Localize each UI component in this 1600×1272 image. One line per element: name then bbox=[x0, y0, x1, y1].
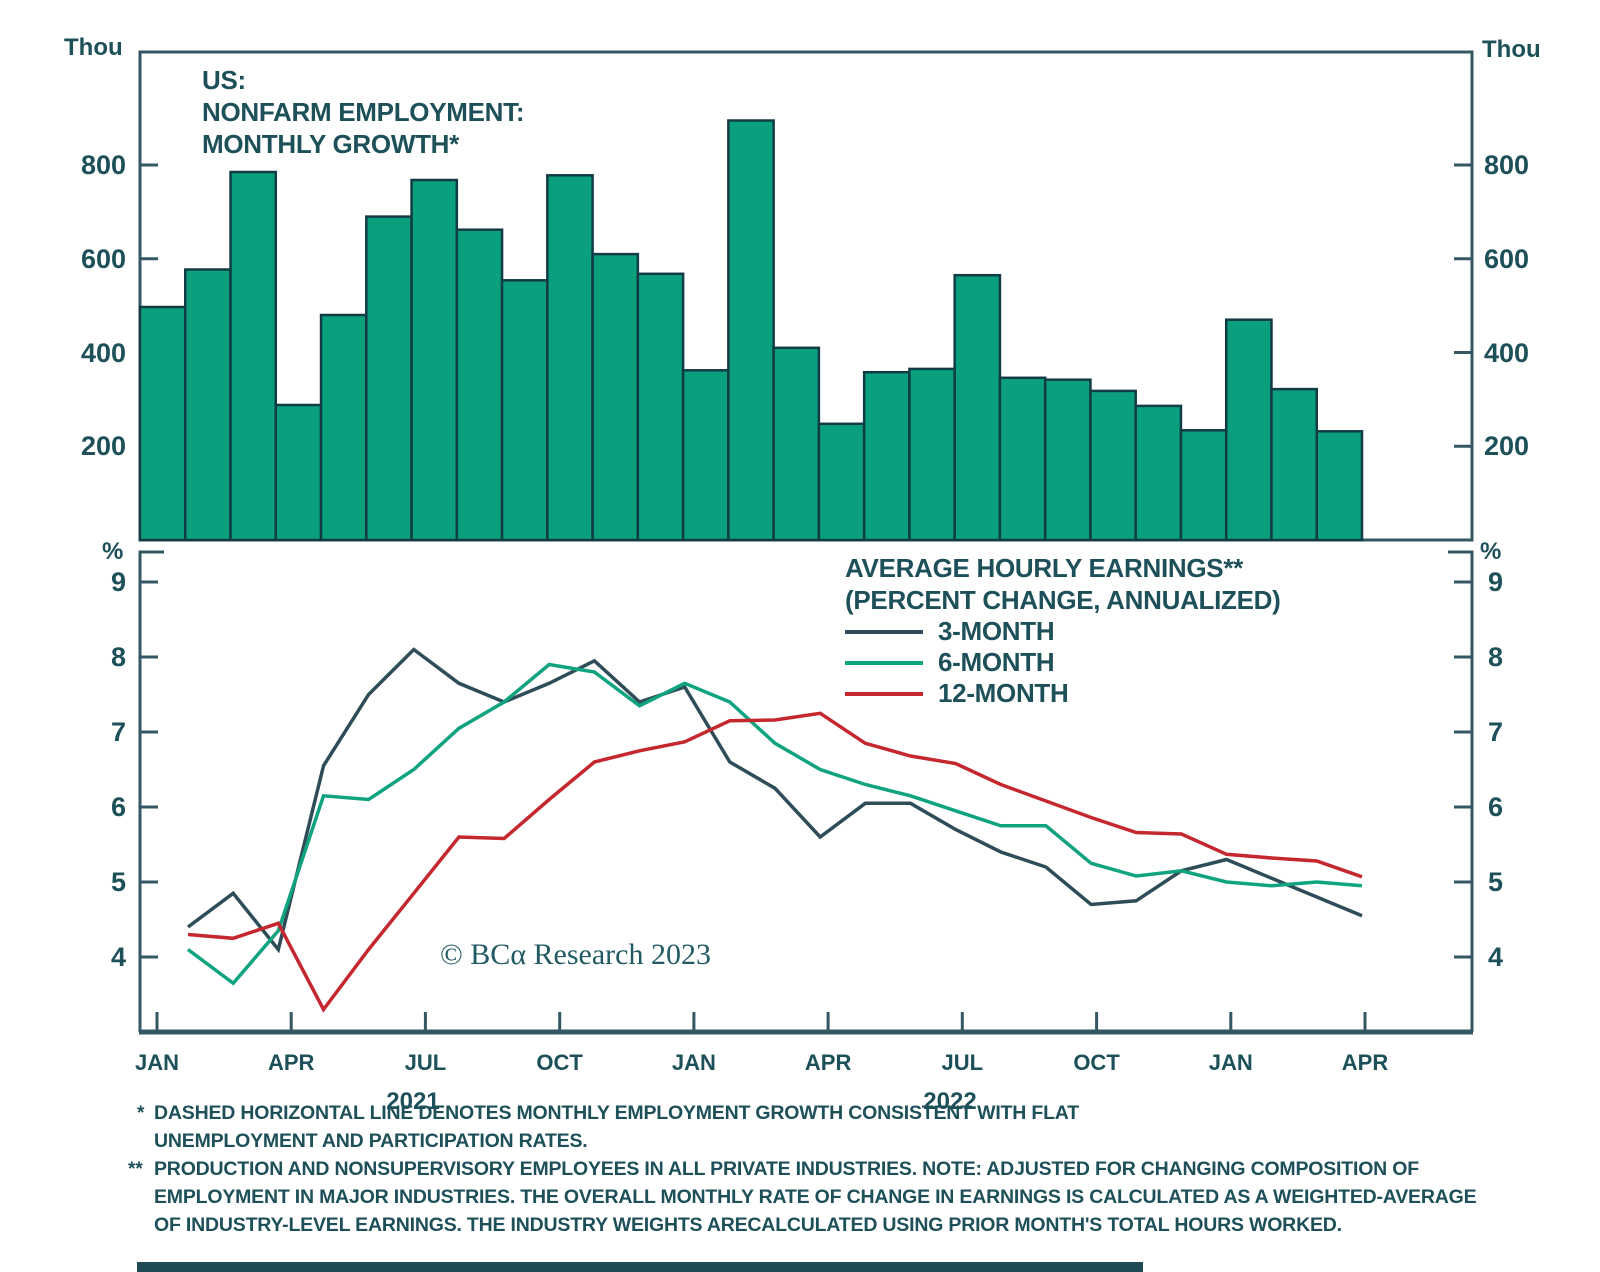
bottom-y-label-left-8: 8 bbox=[110, 642, 126, 672]
bar-Mar-2022 bbox=[772, 346, 821, 542]
bar-Dec-2021 bbox=[636, 272, 685, 542]
x-month-label-3-OCT: OCT bbox=[536, 1050, 583, 1075]
footnote-marker-2: ** bbox=[128, 1159, 143, 1180]
x-month-label-8-JAN: JAN bbox=[1208, 1050, 1253, 1075]
legend-swatch-12-month-line bbox=[845, 691, 923, 696]
bar-Sep-2022 bbox=[1043, 378, 1092, 542]
x-month-label-9-APR: APR bbox=[1341, 1050, 1389, 1075]
legend: AVERAGE HOURLY EARNINGS** (PERCENT CHANG… bbox=[845, 552, 1281, 709]
top-y-label-left-600: 600 bbox=[80, 243, 126, 274]
legend-label-6-month: 6-MONTH bbox=[938, 647, 1055, 677]
legend-label-12-month: 12-MONTH bbox=[938, 678, 1069, 708]
bottom-y-label-right-4: 4 bbox=[1488, 942, 1504, 972]
bottom-y-label-right-8: 8 bbox=[1488, 642, 1504, 672]
bar-Dec-2022 bbox=[1179, 429, 1228, 542]
legend-item-6-month: 6-MONTH bbox=[845, 647, 1281, 678]
year-label-2021: 2021 bbox=[386, 1088, 440, 1115]
bar-Feb-2023 bbox=[1270, 387, 1318, 542]
bar-Nov-2022 bbox=[1134, 404, 1183, 542]
bar-Apr-2021 bbox=[274, 403, 323, 542]
bottom-y-label-right-6: 6 bbox=[1488, 792, 1504, 822]
bar-Oct-2022 bbox=[1089, 389, 1137, 542]
bottom-axis-unit-right: % bbox=[1480, 538, 1502, 565]
legend-title-line2: (PERCENT CHANGE, ANNUALIZED) bbox=[845, 585, 1281, 615]
top-y-label-left-800: 800 bbox=[80, 150, 126, 180]
x-month-label-2-JUL: JUL bbox=[404, 1050, 447, 1075]
bar-Jan-2021 bbox=[138, 305, 187, 542]
footer-bar bbox=[137, 1262, 1143, 1272]
footnote-line-5: OF INDUSTRY-LEVEL EARNINGS. THE INDUSTRY… bbox=[154, 1214, 1342, 1236]
bar-Nov-2021 bbox=[591, 252, 640, 542]
bar-Jan-2023 bbox=[1224, 318, 1273, 542]
line-series-3-MONTH bbox=[186, 647, 1363, 954]
bottom-y-label-left-5: 5 bbox=[110, 867, 126, 897]
line-series-6-MONTH bbox=[186, 662, 1363, 986]
x-month-label-6-JUL: JUL bbox=[941, 1050, 984, 1075]
legend-item-12-month: 12-MONTH bbox=[845, 678, 1281, 709]
bottom-y-label-right-9: 9 bbox=[1488, 567, 1504, 597]
bottom-y-label-right-5: 5 bbox=[1488, 867, 1504, 897]
legend-label-3-month: 3-MONTH bbox=[938, 616, 1055, 646]
bottom-axis-unit-left: % bbox=[102, 538, 124, 565]
bar-Oct-2021 bbox=[546, 174, 594, 542]
bar-May-2021 bbox=[319, 313, 368, 542]
bottom-y-label-left-9: 9 bbox=[110, 567, 126, 597]
bar-Jul-2021 bbox=[410, 178, 459, 542]
bar-Aug-2022 bbox=[998, 376, 1047, 542]
top-axis-unit-right: Thou bbox=[1482, 36, 1541, 63]
top-axis-unit-left: Thou bbox=[64, 34, 123, 61]
top-y-label-left-200: 200 bbox=[80, 431, 126, 462]
bottom-y-label-left-6: 6 bbox=[110, 792, 126, 822]
top-chart-title-line1: US: bbox=[202, 65, 246, 95]
footnote-line-2: UNEMPLOYMENT AND PARTICIPATION RATES. bbox=[154, 1130, 588, 1152]
bar-Feb-2022 bbox=[727, 119, 775, 542]
line-series-12-MONTH bbox=[187, 711, 1363, 1013]
bar-Mar-2023 bbox=[1315, 430, 1364, 542]
top-chart-title-line2: NONFARM EMPLOYMENT: bbox=[202, 97, 525, 127]
year-label-2022: 2022 bbox=[923, 1088, 977, 1115]
bar-Feb-2021 bbox=[184, 268, 232, 542]
bottom-y-label-left-4: 4 bbox=[110, 942, 126, 972]
bar-Aug-2021 bbox=[455, 228, 504, 542]
bottom-chart-axes bbox=[138, 550, 1474, 1032]
footnote-line-3: PRODUCTION AND NONSUPERVISORY EMPLOYEES … bbox=[154, 1158, 1419, 1180]
top-y-label-left-400: 400 bbox=[80, 337, 126, 368]
bar-Jan-2022 bbox=[681, 369, 730, 542]
footnote-marker-1: * bbox=[137, 1103, 145, 1124]
bottom-y-label-left-7: 7 bbox=[110, 717, 126, 747]
copyright-watermark: © BCα Research 2023 bbox=[440, 938, 711, 971]
bar-Sep-2021 bbox=[500, 279, 549, 542]
top-y-label-right-800: 800 bbox=[1484, 150, 1530, 180]
legend-title-line1: AVERAGE HOURLY EARNINGS** bbox=[845, 553, 1243, 583]
x-month-label-0-JAN: JAN bbox=[134, 1050, 180, 1075]
legend-item-3-month: 3-MONTH bbox=[845, 616, 1281, 647]
x-month-label-5-APR: APR bbox=[804, 1050, 852, 1075]
bottom-y-label-right-7: 7 bbox=[1488, 717, 1504, 747]
bar-Mar-2021 bbox=[229, 170, 278, 542]
x-month-label-1-APR: APR bbox=[267, 1050, 315, 1075]
bar-Jun-2022 bbox=[908, 367, 956, 542]
bar-Jun-2021 bbox=[365, 215, 413, 542]
top-y-label-right-400: 400 bbox=[1484, 337, 1530, 368]
bar-Jul-2022 bbox=[953, 273, 1002, 542]
legend-swatch-3-month-line bbox=[845, 629, 923, 634]
bar-May-2022 bbox=[862, 370, 911, 542]
legend-swatch-6-month-line bbox=[845, 660, 923, 665]
top-y-label-right-600: 600 bbox=[1484, 243, 1530, 274]
top-y-label-right-200: 200 bbox=[1484, 431, 1530, 462]
x-month-label-4-JAN: JAN bbox=[671, 1050, 716, 1075]
bar-Apr-2022 bbox=[817, 422, 866, 542]
footnote-line-4: EMPLOYMENT IN MAJOR INDUSTRIES. THE OVER… bbox=[154, 1186, 1477, 1208]
top-chart-title-line3: MONTHLY GROWTH* bbox=[202, 129, 459, 159]
x-month-label-7-OCT: OCT bbox=[1073, 1050, 1120, 1075]
footnote-line-1: DASHED HORIZONTAL LINE DENOTES MONTHLY E… bbox=[154, 1102, 1079, 1124]
